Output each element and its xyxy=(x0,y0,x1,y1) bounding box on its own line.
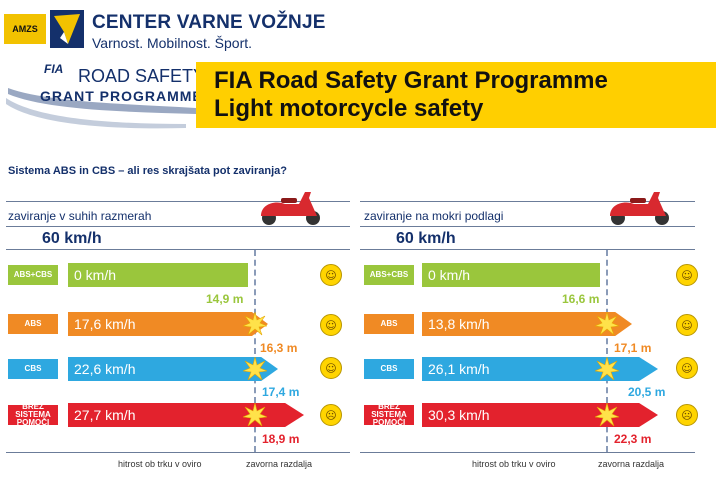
impact-burst-icon xyxy=(593,311,621,336)
impact-speed-bar: 22,6 km/h xyxy=(68,357,278,381)
braking-distance: 18,9 m xyxy=(262,432,300,446)
impact-burst-icon xyxy=(241,402,269,427)
impact-speed-value: 13,8 km/h xyxy=(428,316,490,332)
row-label-cbs: CBS xyxy=(364,359,414,379)
divider-line xyxy=(6,452,350,453)
impact-speed-value: 27,7 km/h xyxy=(74,407,136,423)
impact-burst-icon xyxy=(593,356,621,381)
stop-reference-line xyxy=(254,250,256,452)
title-line-1: FIA Road Safety Grant Programme xyxy=(214,67,608,94)
smiley-neutral-icon: ☺ xyxy=(676,314,698,336)
row-label-abs: ABS xyxy=(8,314,58,334)
fia-logo-text: FIA xyxy=(44,62,64,76)
amzs-badge: AMZS xyxy=(4,14,46,44)
impact-speed-bar: 17,6 km/h xyxy=(68,312,268,336)
braking-distance: 17,4 m xyxy=(262,385,300,399)
impact-burst-icon xyxy=(593,402,621,427)
org-tagline: Varnost. Mobilnost. Šport. xyxy=(92,35,253,51)
impact-burst-icon xyxy=(241,356,269,381)
smiley-neutral-icon: ☺ xyxy=(320,314,342,336)
smiley-sad-icon: ☹ xyxy=(676,404,698,426)
org-name: CENTER VARNE VOŽNJE xyxy=(92,12,326,33)
smiley-happy-icon: ☺ xyxy=(676,264,698,286)
impact-speed-value: 0 km/h xyxy=(428,267,471,283)
title-line-2: Light motorcycle safety xyxy=(214,95,484,122)
braking-distance: 20,5 m xyxy=(628,385,666,399)
row-label-no-assist: BREZ SISTEMA POMOČI xyxy=(364,403,414,427)
fia-logo-grant-programme: GRANT PROGRAMME xyxy=(40,88,203,104)
divider-line xyxy=(360,249,695,250)
impact-speed-value: 26,1 km/h xyxy=(428,361,490,377)
impact-speed-value: 30,3 km/h xyxy=(428,407,490,423)
panel-wet-speed: 60 km/h xyxy=(396,230,456,247)
impact-speed-bar: 30,3 km/h xyxy=(422,403,658,427)
braking-distance: 16,6 m xyxy=(562,292,600,306)
impact-speed-bar: 13,8 km/h xyxy=(422,312,632,336)
caption-braking-distance: zavorna razdalja xyxy=(246,459,313,469)
row-label-abs-cbs: ABS+CBS xyxy=(8,265,58,285)
fia-road-safety-logo xyxy=(6,58,202,132)
row-label-cbs: CBS xyxy=(8,359,58,379)
caption-impact-speed: hitrost ob trku v oviro xyxy=(118,459,202,469)
caption-impact-speed: hitrost ob trku v oviro xyxy=(472,459,556,469)
impact-speed-bar: 26,1 km/h xyxy=(422,357,658,381)
divider-line xyxy=(6,249,350,250)
panel-wet-title: zaviranje na mokri podlagi xyxy=(364,209,504,223)
arrow-logo-icon xyxy=(50,10,84,48)
stop-reference-line xyxy=(606,250,608,452)
row-label-abs: ABS xyxy=(364,314,414,334)
divider-line xyxy=(6,226,350,227)
smiley-worried-icon: ☺ xyxy=(320,357,342,379)
title-banner: FIA Road Safety Grant Programme Light mo… xyxy=(196,62,716,128)
scooter-icon xyxy=(604,186,674,226)
impact-speed-value: 22,6 km/h xyxy=(74,361,136,377)
impact-burst-icon xyxy=(241,311,269,336)
fia-logo-road-safety: ROAD SAFETY xyxy=(78,66,206,86)
braking-distance: 17,1 m xyxy=(614,341,652,355)
impact-speed-bar: 0 km/h xyxy=(68,263,248,287)
impact-speed-bar: 27,7 km/h xyxy=(68,403,304,427)
panel-dry-speed: 60 km/h xyxy=(42,230,102,247)
smiley-worried-icon: ☺ xyxy=(676,357,698,379)
row-label-no-assist: BREZ SISTEMA POMOČI xyxy=(8,403,58,427)
impact-speed-value: 0 km/h xyxy=(74,267,117,283)
impact-speed-value: 17,6 km/h xyxy=(74,316,136,332)
braking-distance: 16,3 m xyxy=(260,341,298,355)
panel-dry-title: zaviranje v suhih razmerah xyxy=(8,209,152,223)
braking-distance: 22,3 m xyxy=(614,432,652,446)
divider-line xyxy=(360,452,695,453)
question-heading: Sistema ABS in CBS – ali res skrajšata p… xyxy=(8,165,287,177)
smiley-sad-icon: ☹ xyxy=(320,404,342,426)
impact-speed-bar: 0 km/h xyxy=(422,263,600,287)
divider-line xyxy=(6,201,350,202)
scooter-icon xyxy=(255,186,325,226)
braking-distance: 14,9 m xyxy=(206,292,244,306)
caption-braking-distance: zavorna razdalja xyxy=(598,459,665,469)
divider-line xyxy=(360,226,695,227)
divider-line xyxy=(360,201,695,202)
smiley-happy-icon: ☺ xyxy=(320,264,342,286)
row-label-abs-cbs: ABS+CBS xyxy=(364,265,414,285)
